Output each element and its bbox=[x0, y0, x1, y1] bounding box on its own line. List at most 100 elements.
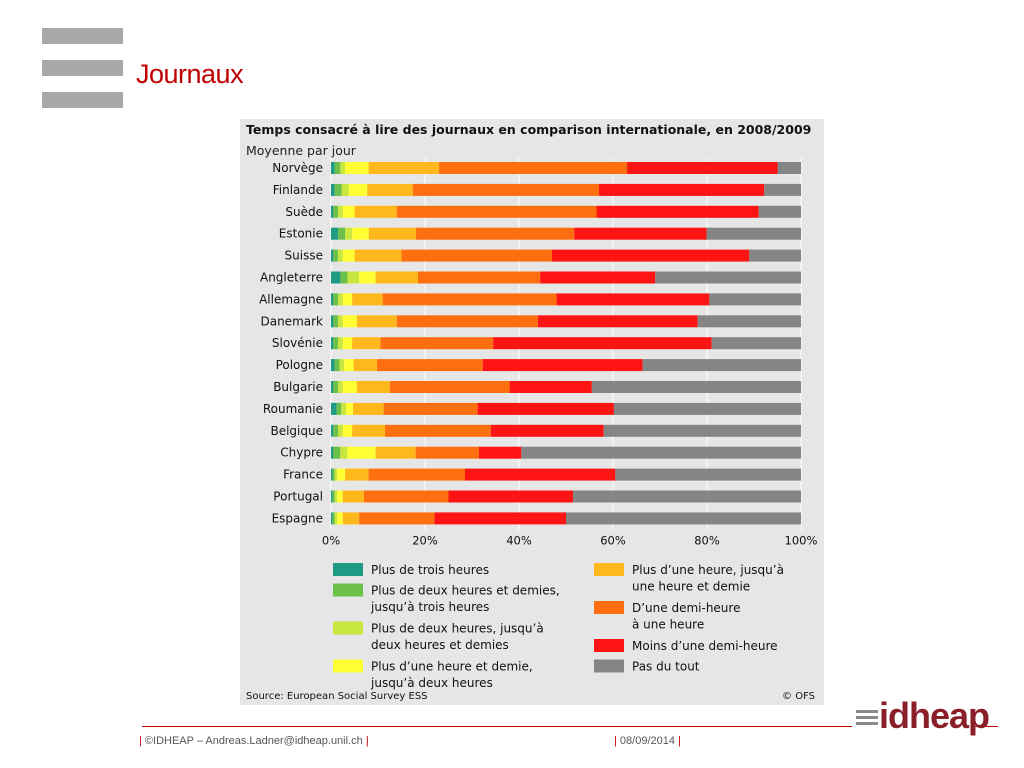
bar-segment bbox=[363, 490, 449, 503]
bar-segment bbox=[509, 381, 592, 393]
bar-segment bbox=[333, 205, 339, 218]
category-label: Espagne bbox=[272, 511, 323, 525]
x-tick-label: 40% bbox=[506, 533, 532, 547]
bar-segment bbox=[338, 315, 343, 328]
category-label: Finlande bbox=[273, 183, 323, 197]
bar-segment bbox=[340, 271, 348, 284]
x-tick-label: 60% bbox=[600, 533, 626, 547]
bar-segment bbox=[490, 424, 604, 437]
bar-segment bbox=[334, 468, 338, 481]
category-label: France bbox=[283, 468, 323, 482]
chart-title: Temps consacré à lire des journaux en co… bbox=[246, 122, 811, 137]
bar-segment bbox=[345, 468, 369, 481]
category-label: Portugal bbox=[273, 490, 323, 504]
bar-segment bbox=[334, 512, 338, 525]
legend-label: jusqu’à deux heures bbox=[370, 676, 493, 690]
bar-segment bbox=[334, 162, 341, 174]
x-tick-label: 20% bbox=[412, 533, 438, 547]
legend-swatch bbox=[333, 563, 363, 576]
bar-segment bbox=[615, 468, 801, 481]
x-tick-label: 80% bbox=[694, 533, 720, 547]
bar-segment bbox=[336, 402, 342, 415]
logo-stripes-icon bbox=[856, 710, 878, 726]
bar-segment bbox=[377, 359, 483, 372]
category-label: Pologne bbox=[276, 358, 323, 372]
bar-segment bbox=[551, 249, 750, 262]
footer-pipe: | bbox=[365, 735, 369, 747]
bar-segment bbox=[342, 205, 355, 218]
bar-segment bbox=[331, 249, 334, 262]
bar-segment bbox=[556, 293, 710, 306]
bar-segment bbox=[356, 315, 397, 328]
bar-segment bbox=[331, 205, 334, 218]
footer-divider-right bbox=[972, 726, 998, 727]
bar-segment bbox=[331, 293, 334, 306]
footer-date: | 08/09/2014 | bbox=[614, 735, 681, 747]
bar-segment bbox=[566, 512, 801, 525]
bar-segment bbox=[338, 227, 346, 240]
legend-swatch bbox=[594, 659, 624, 673]
bar-segment bbox=[334, 490, 338, 503]
bar-segment bbox=[477, 402, 614, 415]
bar-segment bbox=[353, 402, 384, 415]
bar-segment bbox=[342, 315, 357, 328]
bar-segment bbox=[613, 402, 801, 415]
bar-segment bbox=[706, 227, 801, 240]
stacked-bar-chart: Temps consacré à lire des journaux en co… bbox=[246, 122, 818, 702]
bar-segment bbox=[331, 490, 333, 503]
bar-segment bbox=[368, 468, 465, 481]
chart-copyright: © OFS bbox=[782, 691, 815, 702]
bar-segment bbox=[416, 227, 575, 240]
legend-label: jusqu’à trois heures bbox=[370, 600, 489, 614]
bar-segment bbox=[338, 205, 343, 218]
footer-pipe: | bbox=[678, 735, 681, 747]
footer-credit: | ©IDHEAP – Andreas.Ladner@idheap.unil.c… bbox=[139, 735, 369, 747]
chart-source: Source: European Social Survey ESS bbox=[246, 691, 428, 702]
bar-segment bbox=[352, 424, 386, 437]
bar-segment bbox=[368, 162, 440, 174]
bar-segment bbox=[434, 512, 566, 525]
legend-label: Moins d’une demi-heure bbox=[632, 639, 778, 653]
category-label: Suède bbox=[285, 205, 323, 219]
bar-segment bbox=[439, 162, 628, 174]
footer-pipe: | bbox=[139, 735, 142, 747]
bar-segment bbox=[697, 315, 801, 328]
category-label: Suisse bbox=[285, 249, 323, 263]
bar-segment bbox=[711, 337, 801, 350]
bar-segment bbox=[342, 490, 364, 503]
bar-segment bbox=[758, 205, 801, 218]
footer-date-text: 08/09/2014 bbox=[619, 735, 675, 747]
bar-segment bbox=[383, 402, 478, 415]
category-label: Allemagne bbox=[259, 292, 323, 306]
bar-segment bbox=[342, 337, 353, 350]
x-tick-label: 100% bbox=[785, 533, 818, 547]
bar-segment bbox=[334, 359, 340, 372]
category-label: Bulgarie bbox=[273, 380, 323, 394]
bar-segment bbox=[627, 162, 778, 174]
bar-segment bbox=[333, 337, 339, 350]
bar-segment bbox=[342, 249, 355, 262]
legend-swatch bbox=[594, 601, 624, 614]
legend-swatch bbox=[333, 583, 363, 597]
slide-title: Journaux bbox=[136, 59, 244, 89]
bar-segment bbox=[345, 227, 353, 240]
bar-segment bbox=[352, 227, 369, 240]
chart-panel: Temps consacré à lire des journaux en co… bbox=[240, 119, 824, 705]
bar-segment bbox=[375, 271, 418, 284]
bar-segment bbox=[338, 293, 343, 306]
bar-segment bbox=[352, 293, 383, 306]
legend-label: Plus de trois heures bbox=[371, 563, 489, 577]
bar-segment bbox=[367, 183, 413, 196]
x-tick-label: 0% bbox=[322, 533, 340, 547]
category-label: Danemark bbox=[260, 314, 323, 328]
bar-segment bbox=[359, 271, 376, 284]
bar-segment bbox=[359, 512, 435, 525]
bar-segment bbox=[334, 183, 342, 196]
bar-segment bbox=[709, 293, 801, 306]
bar-segment bbox=[464, 468, 616, 481]
chart-subtitle: Moyenne par jour bbox=[246, 143, 357, 158]
bar-segment bbox=[493, 337, 712, 350]
bar-segment bbox=[340, 446, 348, 459]
footer-pipe: | bbox=[614, 735, 617, 747]
bar-segment bbox=[599, 183, 765, 196]
